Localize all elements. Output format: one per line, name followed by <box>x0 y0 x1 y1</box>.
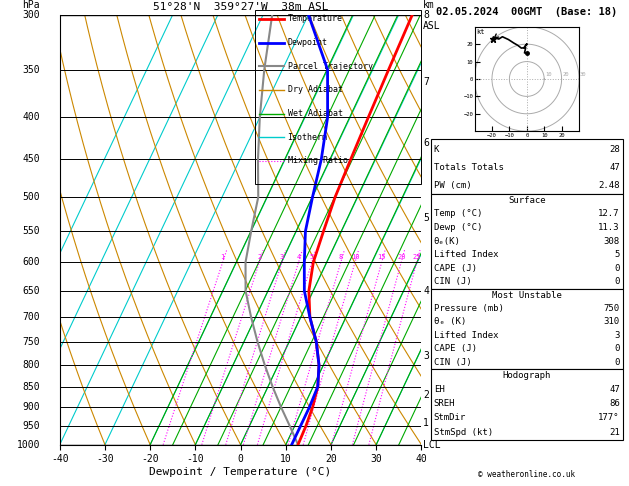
Text: θₑ (K): θₑ (K) <box>434 317 466 327</box>
Bar <box>431 369 623 440</box>
Text: Hodograph: Hodograph <box>503 371 551 380</box>
Text: Temperature: Temperature <box>287 15 343 23</box>
Text: 3: 3 <box>423 351 429 361</box>
Text: 310: 310 <box>604 317 620 327</box>
Text: 3: 3 <box>615 331 620 340</box>
Text: 10: 10 <box>351 254 359 260</box>
Text: ASL: ASL <box>423 21 441 31</box>
Text: 5: 5 <box>309 254 314 260</box>
Text: 15: 15 <box>377 254 386 260</box>
Text: Dry Adiabat: Dry Adiabat <box>287 86 343 94</box>
Text: 47: 47 <box>609 384 620 394</box>
Text: 750: 750 <box>22 337 40 347</box>
Text: Dewpoint: Dewpoint <box>287 38 328 47</box>
Text: Mixing Ratio: Mixing Ratio <box>287 156 348 165</box>
Text: Wet Adiabat: Wet Adiabat <box>287 109 343 118</box>
Text: Surface: Surface <box>508 196 545 205</box>
Text: 1: 1 <box>221 254 225 260</box>
Bar <box>255 10 421 185</box>
Text: 7: 7 <box>423 77 429 87</box>
Text: Isotherm: Isotherm <box>287 133 328 141</box>
Text: K: K <box>434 145 439 154</box>
Text: 900: 900 <box>22 402 40 412</box>
Text: 2: 2 <box>257 254 262 260</box>
Text: Lifted Index: Lifted Index <box>434 331 498 340</box>
Text: 12.7: 12.7 <box>598 209 620 218</box>
Text: 20: 20 <box>397 254 406 260</box>
Text: 28: 28 <box>609 145 620 154</box>
Text: 2.48: 2.48 <box>598 180 620 190</box>
Text: kt: kt <box>477 29 485 35</box>
Text: LCL: LCL <box>423 440 441 450</box>
Text: 300: 300 <box>22 10 40 19</box>
Text: 0: 0 <box>615 358 620 366</box>
Text: Pressure (mb): Pressure (mb) <box>434 304 504 313</box>
Text: Parcel Trajectory: Parcel Trajectory <box>287 62 372 70</box>
Text: 3: 3 <box>280 254 284 260</box>
Text: CAPE (J): CAPE (J) <box>434 264 477 273</box>
Text: 550: 550 <box>22 226 40 236</box>
Text: PW (cm): PW (cm) <box>434 180 471 190</box>
Text: θₑ(K): θₑ(K) <box>434 237 460 245</box>
Text: 51°28'N  359°27'W  38m ASL: 51°28'N 359°27'W 38m ASL <box>153 2 328 12</box>
Text: 25: 25 <box>413 254 421 260</box>
Text: 21: 21 <box>609 428 620 437</box>
Text: 20: 20 <box>562 72 569 77</box>
Text: SREH: SREH <box>434 399 455 408</box>
Text: Totals Totals: Totals Totals <box>434 163 504 172</box>
Text: 5: 5 <box>615 250 620 259</box>
Text: Mixing Ratio (g/kg): Mixing Ratio (g/kg) <box>440 178 450 281</box>
X-axis label: Dewpoint / Temperature (°C): Dewpoint / Temperature (°C) <box>150 467 331 477</box>
Text: 47: 47 <box>609 163 620 172</box>
Text: 8: 8 <box>338 254 343 260</box>
Text: CIN (J): CIN (J) <box>434 278 471 286</box>
Text: 700: 700 <box>22 312 40 322</box>
Text: 2: 2 <box>423 390 429 400</box>
Text: 11.3: 11.3 <box>598 223 620 232</box>
Bar <box>431 289 623 369</box>
Text: 850: 850 <box>22 382 40 392</box>
Text: CAPE (J): CAPE (J) <box>434 344 477 353</box>
Text: 02.05.2024  00GMT  (Base: 18): 02.05.2024 00GMT (Base: 18) <box>436 7 618 17</box>
Text: 400: 400 <box>22 112 40 122</box>
Text: hPa: hPa <box>22 0 40 10</box>
Text: 950: 950 <box>22 421 40 432</box>
Text: CIN (J): CIN (J) <box>434 358 471 366</box>
Text: Temp (°C): Temp (°C) <box>434 209 482 218</box>
Bar <box>431 139 623 194</box>
Text: StmSpd (kt): StmSpd (kt) <box>434 428 493 437</box>
Text: 800: 800 <box>22 360 40 370</box>
Text: 5: 5 <box>423 213 429 223</box>
Bar <box>431 194 623 289</box>
Text: 86: 86 <box>609 399 620 408</box>
Text: 6: 6 <box>423 138 429 148</box>
Text: 750: 750 <box>604 304 620 313</box>
Text: 1: 1 <box>423 417 429 428</box>
Text: 350: 350 <box>22 65 40 75</box>
Text: 4: 4 <box>423 286 429 296</box>
Text: 1000: 1000 <box>16 440 40 450</box>
Text: 4: 4 <box>296 254 301 260</box>
Text: Most Unstable: Most Unstable <box>492 291 562 300</box>
Text: 450: 450 <box>22 155 40 164</box>
Text: EH: EH <box>434 384 445 394</box>
Text: 30: 30 <box>580 72 586 77</box>
Text: 0: 0 <box>615 278 620 286</box>
Text: km: km <box>423 0 435 10</box>
Text: 177°: 177° <box>598 413 620 422</box>
Text: Lifted Index: Lifted Index <box>434 250 498 259</box>
Text: 308: 308 <box>604 237 620 245</box>
Text: 10: 10 <box>545 72 552 77</box>
Text: 600: 600 <box>22 257 40 267</box>
Text: 0: 0 <box>615 344 620 353</box>
Text: 500: 500 <box>22 192 40 202</box>
Text: 0: 0 <box>615 264 620 273</box>
Text: Dewp (°C): Dewp (°C) <box>434 223 482 232</box>
Text: 8: 8 <box>423 10 429 19</box>
Text: © weatheronline.co.uk: © weatheronline.co.uk <box>478 469 576 479</box>
Text: StmDir: StmDir <box>434 413 466 422</box>
Text: 650: 650 <box>22 286 40 296</box>
